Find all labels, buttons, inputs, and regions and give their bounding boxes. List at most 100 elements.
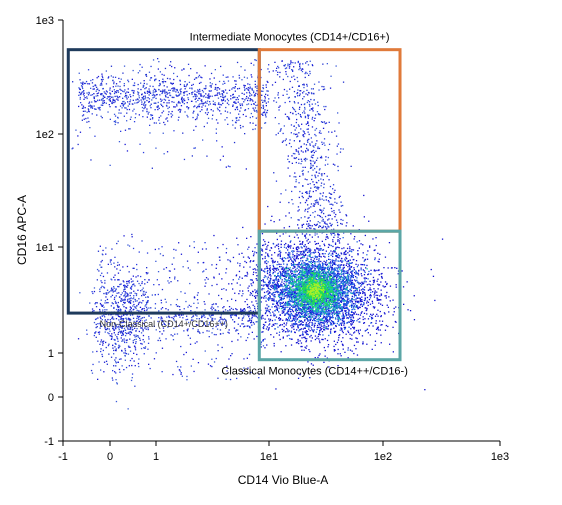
event-dot [356,290,358,292]
event-dot [298,313,300,315]
event-dot [194,98,196,100]
event-dot [279,76,281,78]
event-dot [268,328,270,330]
event-dot [274,81,277,83]
event-dot [313,99,315,101]
event-dot [187,116,189,118]
event-dot [129,306,131,308]
event-dot [249,87,251,90]
event-dot [284,139,286,142]
event-dot [279,289,282,291]
event-dot [251,324,253,326]
event-dot [79,88,81,90]
event-dot [222,99,224,101]
event-dot [204,279,206,281]
event-dot [269,282,271,284]
event-dot [154,248,156,251]
event-dot [354,311,356,313]
event-dot [319,215,322,218]
event-dot [137,93,139,95]
event-dot [202,331,204,334]
event-dot [325,236,327,238]
event-dot [158,119,160,121]
event-dot [213,277,215,279]
event-dot [139,315,141,318]
event-dot [123,306,125,308]
event-dot [250,321,253,323]
event-dot [332,251,334,253]
event-dot [246,92,248,94]
event-dot [209,103,211,105]
event-dot [303,90,305,93]
event-dot [104,300,107,302]
event-dot [304,337,307,340]
event-dot [285,324,287,326]
event-dot [301,334,303,336]
event-dot [124,291,126,293]
event-dot [172,87,174,89]
event-dot [256,279,258,281]
event-dot [293,125,295,127]
event-dot [218,88,221,90]
event-dot [306,223,308,225]
event-dot [149,124,151,126]
event-dot [175,360,178,363]
event-dot [91,113,93,115]
event-dot [263,281,265,283]
event-dot [276,301,278,303]
event-dot [115,302,117,304]
event-dot [118,316,121,318]
event-dot [341,257,343,260]
event-dot [240,127,242,129]
event-dot [341,329,343,331]
event-dot [314,210,316,213]
event-dot [266,285,269,287]
event-dot [291,69,293,71]
event-dot [363,304,365,306]
event-dot [127,96,129,98]
event-dot [111,317,113,320]
event-dot [201,89,204,92]
event-dot [312,181,314,183]
event-dot [297,210,299,212]
event-dot [179,309,181,311]
event-dot [214,318,216,320]
event-dot [305,267,307,269]
event-dot [102,349,104,352]
event-dot [274,97,276,99]
event-dot [234,314,236,316]
event-dot [272,298,274,300]
event-dot [265,300,267,302]
event-dot [138,317,140,319]
event-dot [341,223,343,225]
event-dot [80,82,82,84]
event-dot [82,83,84,86]
event-dot [121,327,123,329]
event-dot [130,307,132,310]
event-dot [160,299,162,301]
event-dot [308,324,310,326]
event-dot [328,226,330,228]
event-dot [128,318,130,320]
event-dot [247,108,250,110]
event-dot [315,186,317,188]
event-dot [298,68,300,71]
event-dot [97,88,99,90]
event-dot [157,293,159,296]
event-dot [306,192,308,194]
event-dot [260,127,263,129]
event-dot [351,338,353,340]
event-dot [112,96,114,98]
event-dot [212,303,215,305]
event-dot [202,315,204,317]
event-dot [333,301,335,304]
event-dot [308,224,310,227]
event-dot [127,295,129,297]
event-dot [122,72,124,74]
event-dot [347,314,349,316]
event-dot [285,71,287,73]
event-dot [165,95,167,97]
event-dot [121,315,123,317]
event-dot [288,235,291,237]
event-dot [196,72,198,74]
